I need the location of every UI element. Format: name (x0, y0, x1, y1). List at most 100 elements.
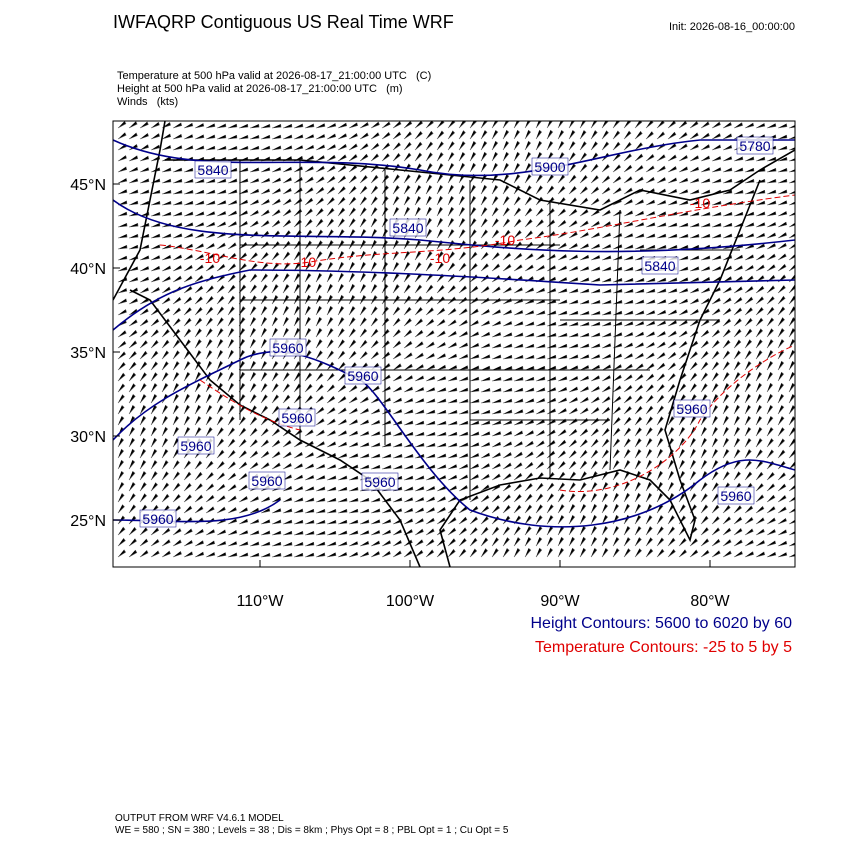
lon-label: 90°W (540, 593, 580, 610)
wind-barb (458, 538, 467, 547)
wind-barb (436, 453, 447, 459)
wind-barb (546, 482, 555, 492)
wind-barb (480, 207, 488, 217)
wind-barb (359, 508, 370, 514)
wind-barb (733, 122, 743, 129)
wind-barb (645, 395, 654, 404)
wind-barb (667, 309, 678, 316)
wind-barb (337, 475, 348, 481)
wind-barb (447, 387, 458, 393)
wind-barb (458, 217, 466, 228)
wind-barb (524, 264, 534, 272)
wind-barb (480, 140, 488, 151)
wind-barb (777, 306, 786, 316)
wind-barb (238, 530, 249, 536)
wind-barb (139, 233, 150, 239)
wind-barb (447, 319, 457, 327)
wind-barb (436, 130, 445, 140)
wind-barb (150, 527, 160, 536)
wind-barb (601, 481, 609, 492)
wind-barb (557, 439, 567, 448)
wind-barb (469, 308, 479, 316)
wind-barb (227, 427, 236, 437)
wind-barb (381, 121, 391, 129)
wind-barb (579, 493, 587, 503)
temperature-contour-label: -10 (200, 250, 220, 266)
wind-barb (623, 310, 634, 316)
wind-barb (667, 177, 678, 184)
wind-barb (645, 416, 654, 426)
wind-barb (271, 273, 279, 283)
wind-barb (678, 330, 688, 338)
wind-barb (304, 552, 315, 558)
wind-barb (656, 121, 665, 129)
wind-barb (535, 121, 542, 129)
wind-barb (183, 415, 191, 426)
wind-barb (425, 141, 434, 151)
wind-barb (524, 440, 534, 448)
wind-barb (337, 362, 346, 371)
wind-barb (568, 254, 579, 261)
wind-barb (755, 517, 765, 525)
wind-barb (612, 536, 620, 547)
wind-barb (689, 515, 698, 525)
wind-barb (348, 498, 359, 503)
wind-barb (700, 437, 708, 448)
wind-barb (194, 222, 205, 228)
wind-barb (117, 178, 128, 184)
wind-barb (249, 210, 259, 217)
wind-barb (678, 538, 687, 547)
wind-barb (645, 233, 656, 239)
wind-barb (579, 332, 590, 338)
wind-barb (315, 418, 325, 426)
wind-barb (755, 438, 763, 448)
wind-barb (293, 177, 303, 184)
wind-barb (161, 482, 170, 492)
wind-barb (282, 440, 292, 448)
wind-barb (491, 398, 502, 404)
wind-barb (271, 177, 282, 184)
wind-barb (612, 492, 620, 503)
wind-barb (172, 393, 180, 404)
wind-barb (645, 299, 656, 305)
wind-barb (535, 365, 546, 371)
wind-barb (139, 372, 147, 382)
wind-barb (788, 416, 795, 426)
wind-barb (315, 486, 326, 492)
wind-barb (216, 393, 224, 404)
wind-barb (590, 198, 600, 206)
wind-barb (348, 196, 357, 206)
wind-barb (634, 526, 642, 536)
wind-barb (601, 332, 612, 338)
wind-barb (733, 328, 742, 338)
wind-barb (788, 169, 795, 173)
wind-barb (227, 495, 237, 503)
wind-barb (645, 188, 655, 195)
wind-barb (458, 206, 466, 217)
field-label: Winds (kts) (117, 96, 178, 108)
wind-barb (469, 297, 479, 305)
wind-barb (161, 372, 169, 382)
wind-barb (194, 243, 204, 250)
wind-barb (414, 307, 423, 316)
wind-barb (414, 398, 425, 404)
wind-barb (645, 405, 654, 415)
wind-barb (469, 320, 479, 327)
wind-barb (238, 473, 248, 481)
wind-barb (733, 350, 741, 360)
map-frame (112, 120, 796, 568)
wind-barb (623, 525, 631, 536)
wind-barb (337, 453, 348, 459)
wind-barb (337, 154, 347, 162)
wind-barb (194, 506, 204, 514)
wind-barb (524, 174, 532, 184)
wind-barb (370, 351, 380, 360)
wind-barb (161, 426, 169, 437)
wind-barb (161, 527, 171, 536)
contour-label-box (389, 218, 427, 237)
wind-barb (458, 141, 466, 151)
wind-barb (535, 129, 543, 140)
wind-barb (524, 504, 533, 514)
wind-barb (238, 263, 247, 272)
wind-barb (590, 354, 601, 360)
